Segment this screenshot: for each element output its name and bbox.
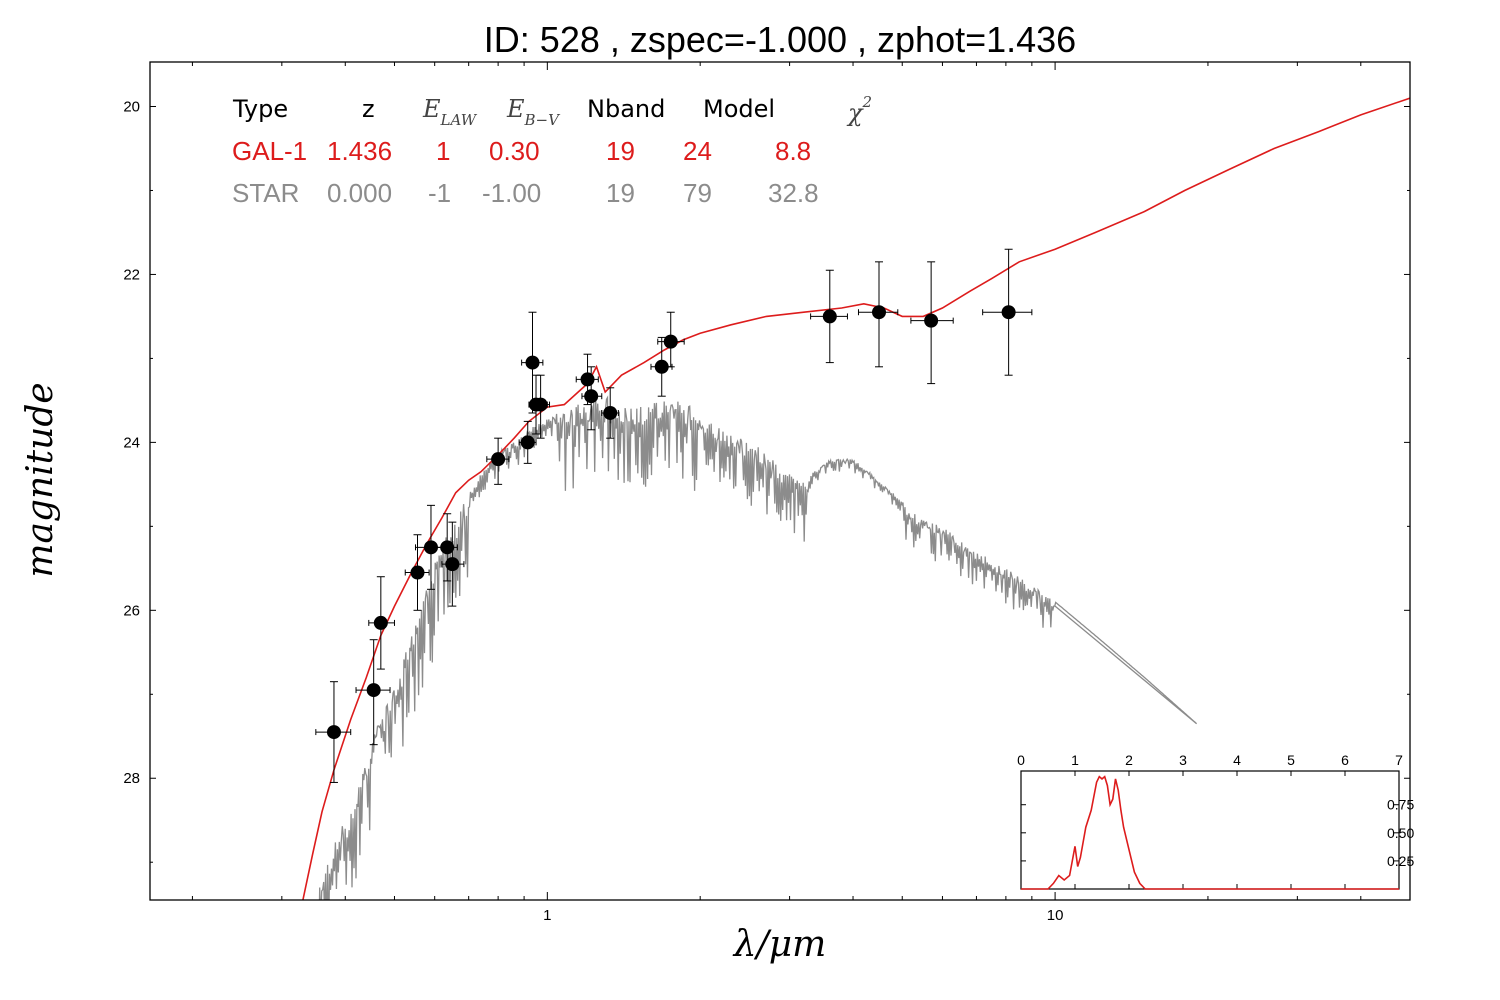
inset-y-tick-label: 0.25 [1387, 853, 1414, 869]
data-point-marker [663, 334, 678, 349]
inset-content: 0 1 2 3 4 5 6 7 0.25 0.50 0.75 [1017, 752, 1414, 890]
inset-y-tick-label: 0.75 [1387, 797, 1414, 813]
row-gal-nband: 19 [606, 136, 635, 166]
header-nband: Nband [587, 95, 665, 123]
data-point [441, 521, 465, 607]
row-star-type: STAR [232, 178, 299, 208]
data-point-marker [366, 683, 381, 698]
data-point-marker [520, 435, 535, 450]
y-tick-label: 24 [123, 434, 140, 451]
row-gal-chi2: 8.8 [775, 136, 811, 166]
data-point-marker [410, 565, 425, 580]
header-model: Model [703, 95, 775, 123]
data-point [810, 269, 848, 364]
data-point-marker [373, 615, 388, 630]
data-point [518, 420, 537, 464]
inset-x-tick-label: 6 [1341, 752, 1349, 768]
data-point-marker [533, 397, 548, 412]
inset-x-tick-label: 2 [1125, 752, 1133, 768]
data-point-marker [584, 389, 599, 404]
header-type: Type [232, 95, 288, 123]
y-tick-label: 20 [123, 99, 140, 116]
row-star-elaw: -1 [428, 178, 451, 208]
data-point [368, 576, 395, 670]
x-tick-label: 1 [543, 907, 551, 924]
plot-frame [149, 61, 1411, 901]
data-point-marker [924, 313, 939, 328]
row-gal-model: 24 [683, 136, 712, 166]
y-tick-label: 28 [123, 770, 140, 787]
x-axis-label: λ/μm [732, 924, 826, 965]
inset-x-tick-label: 1 [1071, 752, 1079, 768]
star-spectrum-line [318, 395, 1198, 900]
data-point [315, 681, 352, 783]
inset-x-tick-label: 3 [1179, 752, 1187, 768]
row-star-model: 79 [683, 178, 712, 208]
table-row-galaxy: GAL-1 1.436 1 0.30 19 24 8.8 [232, 136, 811, 166]
header-chi-main: χ [846, 99, 864, 127]
row-gal-ebv: 0.30 [489, 136, 540, 166]
header-ebv-sub: B−V [524, 111, 562, 129]
inset-x-tick-label: 4 [1233, 752, 1241, 768]
data-point [581, 366, 603, 431]
data-point-marker [326, 725, 341, 740]
header-elaw-main: E [422, 95, 441, 123]
header-chi-sup: 2 [862, 93, 873, 111]
data-point-marker [872, 305, 887, 320]
row-gal-type: GAL-1 [232, 136, 307, 166]
data-point [601, 387, 619, 439]
data-point [486, 437, 510, 485]
data-point [857, 261, 899, 368]
row-gal-elaw: 1 [436, 136, 450, 166]
table-row-star: STAR 0.000 -1 -1.00 19 79 32.8 [232, 178, 819, 208]
data-point-marker [580, 372, 595, 387]
data-point [982, 248, 1033, 376]
row-star-ebv: -1.00 [482, 178, 541, 208]
pdf-inset: 0 1 2 3 4 5 6 7 0.25 0.50 0.75 [1017, 752, 1414, 890]
data-point [355, 639, 391, 746]
photometry-points [315, 248, 1033, 783]
y-axis-label: magnitude [20, 382, 61, 577]
header-elaw-sub: LAW [440, 111, 478, 129]
data-point-marker [1001, 305, 1016, 320]
star-spectrum [318, 395, 1198, 900]
inset-x-tick-label: 5 [1287, 752, 1295, 768]
header-elaw: ELAW [422, 95, 478, 129]
data-point-marker [603, 405, 618, 420]
x-tick-label: 10 [1047, 907, 1064, 924]
data-point-marker [423, 540, 438, 555]
inset-x-tick-label: 0 [1017, 752, 1025, 768]
row-gal-z: 1.436 [327, 136, 392, 166]
y-tick-label: 26 [123, 602, 140, 619]
data-point-marker [654, 359, 669, 374]
row-star-nband: 19 [606, 178, 635, 208]
data-point-marker [491, 452, 506, 467]
header-ebv: EB−V [506, 95, 561, 129]
fit-table: Type z ELAW EB−V Nband Model χ2 GAL-1 1.… [232, 93, 872, 208]
inset-y-tick-label: 0.50 [1387, 825, 1414, 841]
data-point [910, 261, 954, 385]
header-chi2: χ2 [846, 93, 872, 127]
inset-pdf-line [1021, 775, 1399, 890]
chart-title: ID: 528 , zspec=-1.000 , zphot=1.436 [484, 19, 1076, 60]
inset-x-tick-label: 7 [1395, 752, 1403, 768]
data-point [521, 311, 544, 414]
header-ebv-main: E [506, 95, 525, 123]
row-star-chi2: 32.8 [768, 178, 819, 208]
data-point [436, 513, 458, 582]
data-point [530, 374, 551, 439]
data-point-marker [445, 557, 460, 572]
data-point [657, 311, 685, 368]
row-star-z: 0.000 [327, 178, 392, 208]
data-point-marker [440, 540, 455, 555]
data-point-marker [525, 355, 540, 370]
inset-frame [1020, 770, 1400, 890]
y-tick-label: 22 [123, 266, 140, 283]
data-point-marker [822, 309, 837, 324]
header-z: z [362, 95, 375, 123]
